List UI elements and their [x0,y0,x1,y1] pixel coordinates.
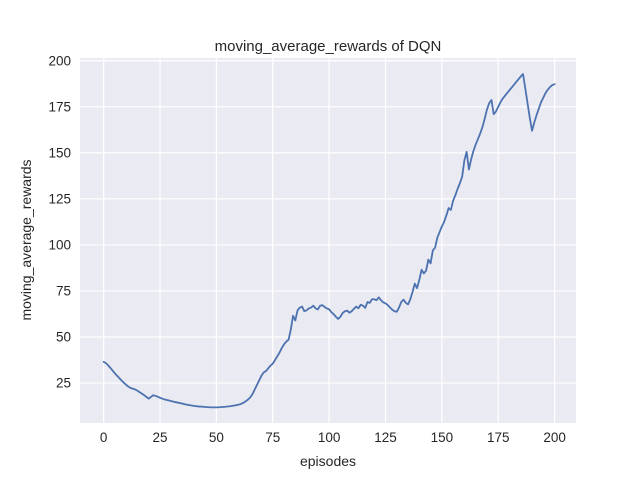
x-tick-label: 150 [431,430,454,445]
plot-area [80,58,576,423]
y-tick-label: 100 [48,237,71,252]
y-tick-label: 150 [48,145,71,160]
x-tick-label: 50 [209,430,224,445]
x-tick-label: 0 [100,430,108,445]
y-tick-label: 175 [48,99,71,114]
x-tick-label: 125 [374,430,397,445]
y-tick-label: 200 [48,53,71,68]
chart-title: moving_average_rewards of DQN [214,38,442,55]
y-tick-label: 125 [48,191,71,206]
y-tick-label: 75 [56,283,71,298]
x-tick-label: 25 [153,430,168,445]
y-axis-label: moving_average_rewards [18,159,34,321]
x-tick-label: 100 [318,430,341,445]
x-tick-label: 200 [543,430,566,445]
y-tick-label: 50 [56,329,71,344]
data-line [102,73,556,409]
x-axis-label: episodes [299,453,357,469]
x-tick-label: 75 [265,430,280,445]
y-tick-label: 25 [56,376,71,391]
x-tick-label: 175 [487,430,510,445]
